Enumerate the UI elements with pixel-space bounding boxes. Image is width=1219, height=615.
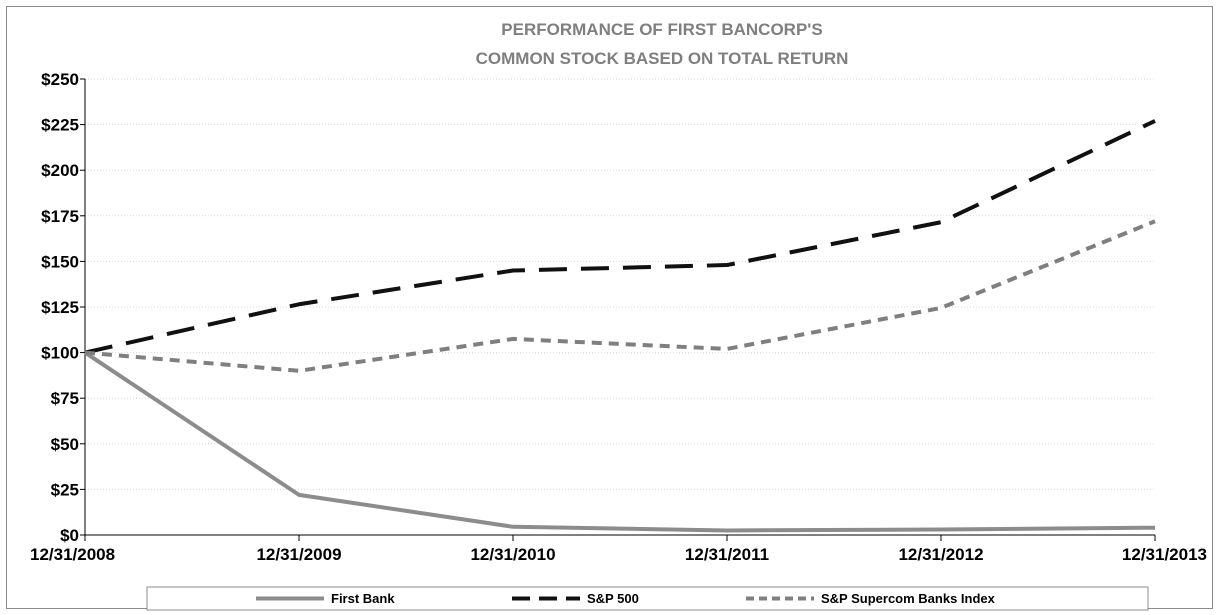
gridlines xyxy=(85,78,1155,490)
y-tick-label: $200 xyxy=(41,161,79,180)
series-lines xyxy=(83,119,1156,533)
chart-title-line-1: PERFORMANCE OF FIRST BANCORP'S xyxy=(501,20,822,39)
y-tick-label: $25 xyxy=(51,480,79,499)
series-line-s-p-supercom-banks-index xyxy=(84,219,1156,373)
series-line-first-bank xyxy=(83,350,1156,533)
y-axis-ticks: $0 $25 $50 $75 $100 $125 $150 $175 $200 $225 $250 xyxy=(41,70,85,545)
chart-title-line-2: COMMON STOCK BASED ON TOTAL RETURN xyxy=(476,49,849,68)
y-tick-label: $250 xyxy=(41,70,79,89)
series-line-s-p-500 xyxy=(84,119,1156,355)
x-tick-label: 12/31/2012 xyxy=(898,545,983,564)
legend: First Bank S&P 500 S&P Supercom Banks Inde… xyxy=(146,586,1149,611)
legend-label: S&P Supercom Banks Index xyxy=(821,591,996,606)
y-tick-label: $225 xyxy=(41,116,79,135)
y-tick-label: $0 xyxy=(60,526,79,545)
y-tick-label: $150 xyxy=(41,252,79,271)
y-tick-label: $75 xyxy=(51,389,79,408)
x-tick-label: 12/31/2008 xyxy=(30,545,115,564)
legend-label: First Bank xyxy=(331,591,395,606)
x-tick-label: 12/31/2011 xyxy=(685,545,769,564)
x-tick-label: 12/31/2009 xyxy=(256,545,341,564)
x-tick-label: 12/31/2013 xyxy=(1122,545,1207,564)
y-tick-label: $175 xyxy=(41,207,79,226)
x-axis-ticks: 12/31/2008 12/31/2009 12/31/2010 12/31/2011… xyxy=(30,535,1207,564)
y-tick-label: $50 xyxy=(51,435,79,454)
y-tick-label: $125 xyxy=(41,298,79,317)
y-tick-label: $100 xyxy=(41,344,79,363)
chart-title: PERFORMANCE OF FIRST BANCORP'S COMMON ST… xyxy=(476,20,849,68)
x-tick-label: 12/31/2010 xyxy=(470,545,555,564)
legend-box xyxy=(146,586,1149,611)
legend-label: S&P 500 xyxy=(587,591,639,606)
